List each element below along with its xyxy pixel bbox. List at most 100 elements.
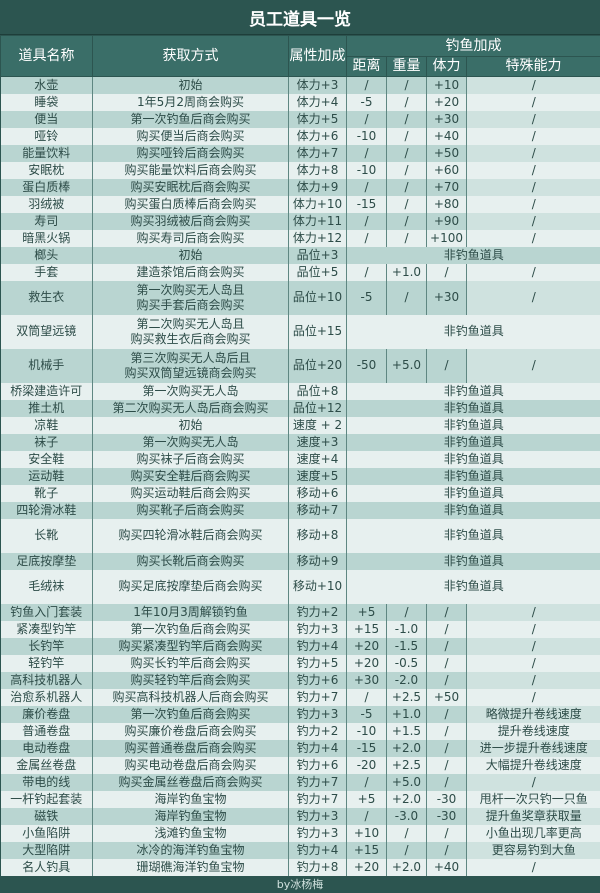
item-name: 暗黑火锅	[1, 230, 93, 247]
acquisition-method: 购买能量饮料后商会购买	[93, 162, 289, 179]
attribute-bonus: 品位+20	[289, 349, 347, 383]
acquisition-method: 购买四轮滑冰鞋后商会购买	[93, 519, 289, 553]
acquisition-method: 第一次购买无人岛	[93, 434, 289, 451]
method-line: 购买手套后商会购买	[93, 298, 288, 313]
attribute-bonus: 移动+7	[289, 502, 347, 519]
weight-bonus: +2.5	[387, 689, 427, 706]
weight-bonus: /	[387, 604, 427, 621]
distance-bonus: /	[347, 77, 387, 94]
special-ability: /	[467, 162, 600, 179]
method-line: 购买长靴后商会购买	[93, 554, 288, 569]
item-name: 睡袋	[1, 94, 93, 111]
weight-bonus: +2.0	[387, 791, 427, 808]
method-line: 购买长钓竿后商会购买	[93, 656, 288, 671]
attribute-bonus: 速度 + 2	[289, 417, 347, 434]
weight-bonus: +2.0	[387, 859, 427, 876]
attribute-bonus: 钓力+4	[289, 638, 347, 655]
distance-bonus: +10	[347, 825, 387, 842]
attribute-bonus: 移动+9	[289, 553, 347, 570]
acquisition-method: 购买廉价卷盘后商会购买	[93, 723, 289, 740]
stamina-bonus: /	[427, 825, 467, 842]
attribute-bonus: 钓力+3	[289, 621, 347, 638]
table-row: 治愈系机器人购买高科技机器人后商会购买钓力+7/+2.5+50/	[1, 689, 600, 706]
method-line: 建造茶馆后商会购买	[93, 265, 288, 280]
attribute-bonus: 钓力+2	[289, 723, 347, 740]
table-row: 手套建造茶馆后商会购买品位+5/+1.0//	[1, 264, 600, 281]
non-fishing-item: 非钓鱼道具	[347, 519, 600, 553]
method-line: 购买救生衣后商会购买	[93, 332, 288, 347]
acquisition-method: 第三次购买无人岛后且购买双筒望远镜商会购买	[93, 349, 289, 383]
acquisition-method: 1年10月3周解锁钓鱼	[93, 604, 289, 621]
distance-bonus: /	[347, 808, 387, 825]
method-line: 初始	[93, 78, 288, 93]
distance-bonus: -10	[347, 162, 387, 179]
attribute-bonus: 体力+9	[289, 179, 347, 196]
acquisition-method: 海岸钓鱼宝物	[93, 791, 289, 808]
item-name: 治愈系机器人	[1, 689, 93, 706]
attribute-bonus: 钓力+4	[289, 842, 347, 859]
item-name: 长靴	[1, 519, 93, 553]
item-name: 名人钓具	[1, 859, 93, 876]
acquisition-method: 购买高科技机器人后商会购买	[93, 689, 289, 706]
weight-bonus: /	[387, 825, 427, 842]
item-name: 凉鞋	[1, 417, 93, 434]
table-row: 电动卷盘购买普通卷盘后商会购买钓力+4-15+2.0/进一步提升卷线速度	[1, 740, 600, 757]
attribute-bonus: 钓力+3	[289, 825, 347, 842]
attribute-bonus: 品位+15	[289, 315, 347, 349]
method-line: 初始	[93, 418, 288, 433]
method-line: 购买紧凑型钓竿后商会购买	[93, 639, 288, 654]
distance-bonus: -5	[347, 706, 387, 723]
method-line: 购买哑铃后商会购买	[93, 146, 288, 161]
item-name: 磁铁	[1, 808, 93, 825]
header-fishing: 钓鱼加成	[347, 36, 600, 57]
acquisition-method: 购买长钓竿后商会购买	[93, 655, 289, 672]
distance-bonus: -10	[347, 128, 387, 145]
item-name: 袜子	[1, 434, 93, 451]
method-line: 珊瑚礁海洋钓鱼宝物	[93, 860, 288, 875]
stamina-bonus: +60	[427, 162, 467, 179]
stamina-bonus: /	[427, 774, 467, 791]
stamina-bonus: +10	[427, 77, 467, 94]
table-row: 名人钓具珊瑚礁海洋钓鱼宝物钓力+8+20+2.0+40/	[1, 859, 600, 876]
method-line: 购买轻钓竿后商会购买	[93, 673, 288, 688]
header-method: 获取方式	[93, 36, 289, 77]
attribute-bonus: 钓力+6	[289, 757, 347, 774]
special-ability: 更容易钓到大鱼	[467, 842, 600, 859]
stamina-bonus: +30	[427, 281, 467, 315]
acquisition-method: 购买羽绒被后商会购买	[93, 213, 289, 230]
item-name: 小鱼陷阱	[1, 825, 93, 842]
method-line: 第二次购买无人岛且	[93, 317, 288, 332]
special-ability: /	[467, 179, 600, 196]
acquisition-method: 购买电动卷盘后商会购买	[93, 757, 289, 774]
item-name: 钓鱼入门套装	[1, 604, 93, 621]
acquisition-method: 第二次购买无人岛后商会购买	[93, 400, 289, 417]
weight-bonus: -3.0	[387, 808, 427, 825]
stamina-bonus: /	[427, 757, 467, 774]
acquisition-method: 购买哑铃后商会购买	[93, 145, 289, 162]
acquisition-method: 1年5月2周商会购买	[93, 94, 289, 111]
distance-bonus: -10	[347, 723, 387, 740]
stamina-bonus: /	[427, 655, 467, 672]
distance-bonus: /	[347, 774, 387, 791]
distance-bonus: /	[347, 145, 387, 162]
method-line: 第一次钓鱼后商会购买	[93, 112, 288, 127]
attribute-bonus: 品位+10	[289, 281, 347, 315]
attribute-bonus: 速度+3	[289, 434, 347, 451]
stamina-bonus: +90	[427, 213, 467, 230]
acquisition-method: 初始	[93, 417, 289, 434]
weight-bonus: /	[387, 145, 427, 162]
table-row: 哑铃购买便当后商会购买体力+6-10/+40/	[1, 128, 600, 145]
weight-bonus: /	[387, 111, 427, 128]
stamina-bonus: /	[427, 349, 467, 383]
acquisition-method: 购买普通卷盘后商会购买	[93, 740, 289, 757]
weight-bonus: +2.5	[387, 757, 427, 774]
table-row: 羽绒被购买蛋白质棒后商会购买体力+10-15/+80/	[1, 196, 600, 213]
special-ability: /	[467, 638, 600, 655]
method-line: 购买能量饮料后商会购买	[93, 163, 288, 178]
method-line: 初始	[93, 248, 288, 263]
